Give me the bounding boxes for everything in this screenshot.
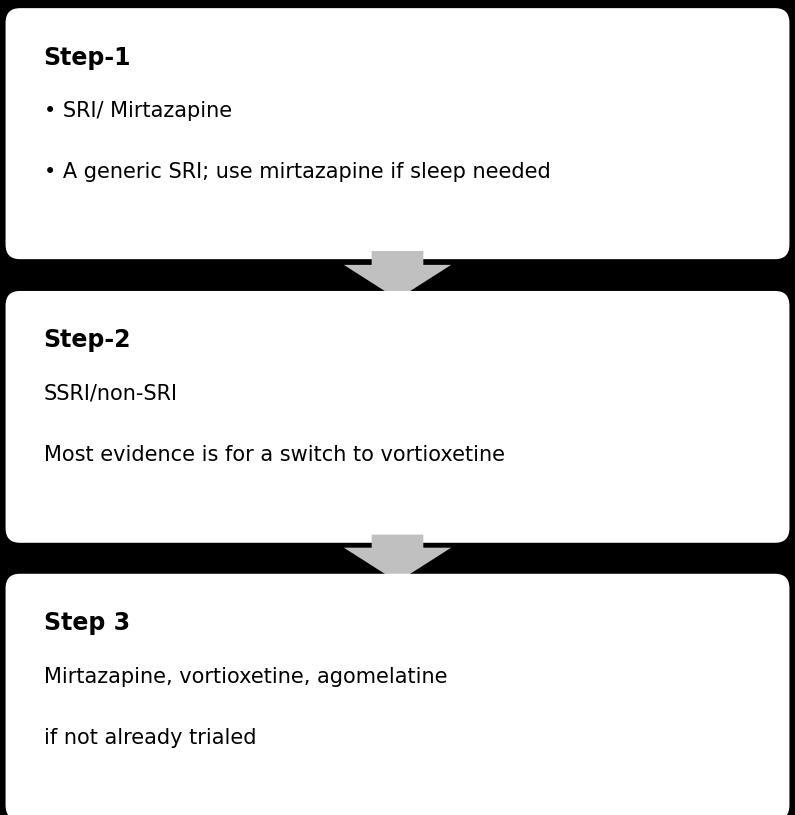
FancyBboxPatch shape — [6, 291, 789, 543]
FancyBboxPatch shape — [6, 574, 789, 815]
Polygon shape — [343, 251, 452, 299]
Text: Most evidence is for a switch to vortioxetine: Most evidence is for a switch to vortiox… — [44, 445, 505, 465]
Text: • A generic SRI; use mirtazapine if sleep needed: • A generic SRI; use mirtazapine if slee… — [44, 162, 550, 183]
Text: if not already trialed: if not already trialed — [44, 728, 256, 748]
Text: • SRI/ Mirtazapine: • SRI/ Mirtazapine — [44, 101, 232, 121]
Text: Step-1: Step-1 — [44, 46, 131, 69]
Text: Step-2: Step-2 — [44, 328, 131, 352]
Text: Mirtazapine, vortioxetine, agomelatine: Mirtazapine, vortioxetine, agomelatine — [44, 667, 448, 687]
Text: SSRI/non-SRI: SSRI/non-SRI — [44, 384, 178, 404]
FancyBboxPatch shape — [6, 8, 789, 259]
Polygon shape — [343, 535, 452, 582]
Text: Step 3: Step 3 — [44, 611, 130, 635]
